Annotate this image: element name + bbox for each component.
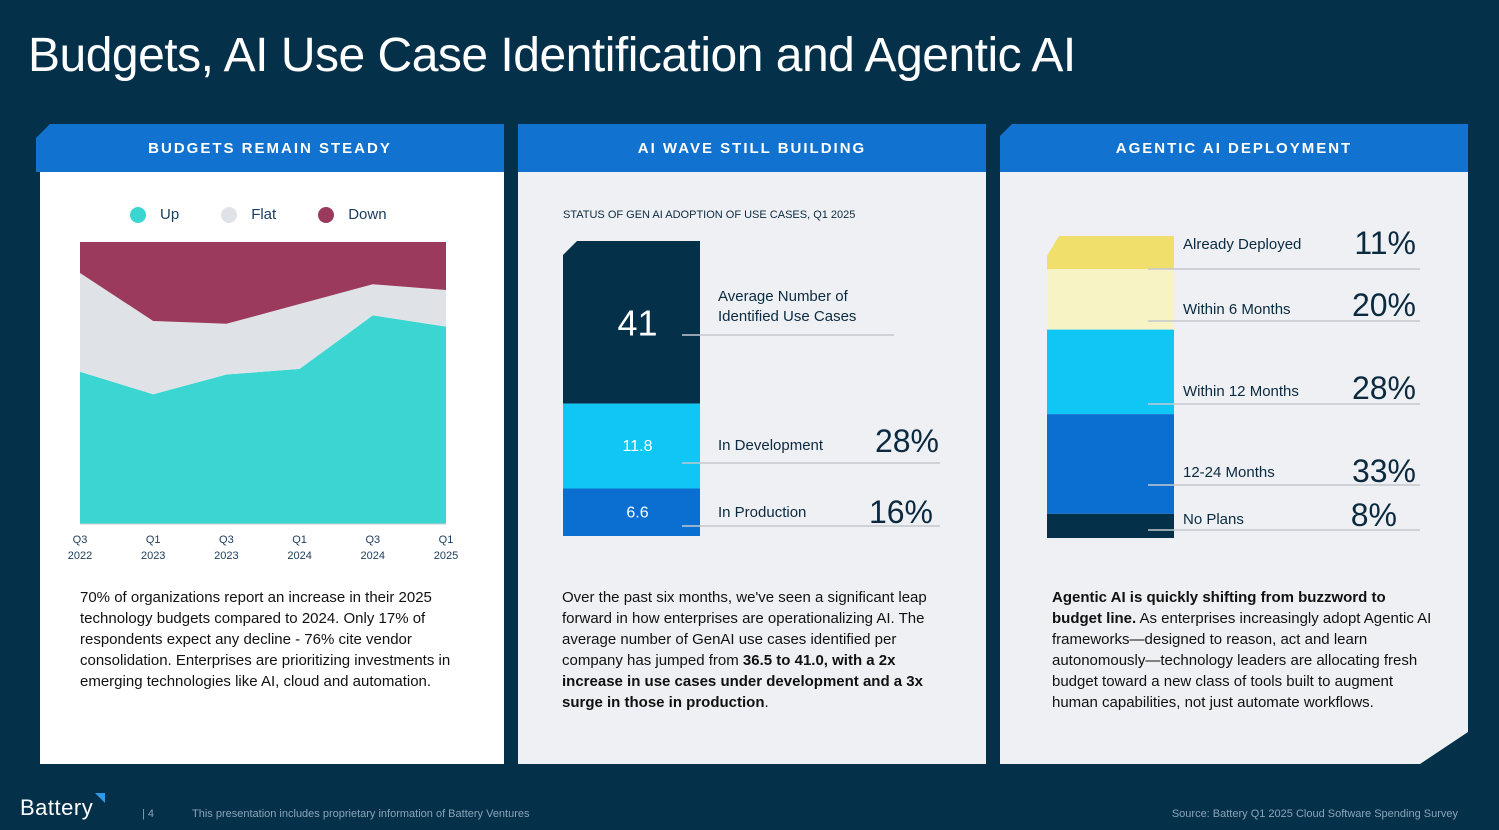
agentic-segment-12-24-months	[1047, 414, 1174, 514]
x-tick-label: Q1	[292, 534, 307, 546]
agentic-text-bold: Agentic AI is quickly shifting from buzz…	[1052, 589, 1386, 627]
legend-dot-flat	[221, 206, 238, 223]
x-tick-label: Q1	[439, 534, 454, 546]
legend-item-up: Up	[130, 206, 179, 223]
budgets-panel-header: BUDGETS REMAIN STEADY	[36, 124, 504, 172]
legend-label-up: Up	[160, 206, 180, 223]
agentic-segment-within-6-months	[1047, 269, 1174, 330]
legend-label-down: Down	[348, 206, 387, 223]
bar-segment-production	[563, 488, 700, 536]
legend-item-down: Down	[318, 206, 387, 223]
page-title: Budgets, AI Use Case Identification and …	[28, 29, 1076, 82]
area-series-flat	[80, 273, 446, 395]
agentic-stacked-bar: Already Deployed 11% Within 6 Months 20% Wit…	[1047, 228, 1420, 538]
agentic-segment-within-12-months	[1047, 329, 1174, 415]
x-tick-label: Q3	[73, 534, 88, 546]
x-tick-label: 2025	[434, 550, 458, 562]
ai-wave-description: Over the past six months, we've seen a s…	[562, 587, 952, 713]
segment-label: Average Number of	[718, 288, 849, 305]
segment-percent: 28%	[1352, 370, 1416, 406]
ai-wave-text-1: Over the past six months, we've seen a s…	[562, 589, 927, 669]
segment-percent: 11%	[1354, 228, 1416, 261]
x-tick-label: Q3	[365, 534, 380, 546]
bar-value-label: 41	[617, 302, 657, 343]
legend-dot-up	[130, 206, 146, 223]
agentic-segment-already-deployed	[1047, 236, 1174, 270]
use-case-stacked-bar: 41 11.8 6.6 Average Number of Identified Use…	[563, 241, 940, 536]
segment-percent: 16%	[869, 494, 933, 530]
legend-label-flat: Flat	[251, 206, 277, 223]
segment-label: In Production	[718, 504, 806, 521]
x-tick-label: 2023	[141, 550, 165, 562]
segment-percent: 8%	[1351, 497, 1397, 533]
ai-wave-text-2: .	[764, 694, 769, 711]
bar-segment-development	[563, 403, 700, 489]
budgets-description: 70% of organizations report an increase …	[80, 589, 451, 690]
segment-label: Identified Use Cases	[718, 308, 856, 325]
bar-segment-identified	[563, 241, 700, 404]
budgets-legend: Up Flat Down	[130, 206, 429, 223]
ai-wave-panel-header: AI WAVE STILL BUILDING	[518, 124, 986, 172]
battery-logo: Battery	[20, 793, 106, 821]
x-tick-label: 2022	[68, 550, 92, 562]
footer-source: Source: Battery Q1 2025 Cloud Software S…	[1171, 808, 1458, 820]
segment-label: Already Deployed	[1183, 236, 1301, 253]
segment-percent: 28%	[875, 423, 939, 459]
budgets-area-chart: Q3 2022 Q1 2023 Q3 2023 Q1 2024 Q3 2024 Q1 2025	[68, 242, 458, 562]
agentic-text-plain: As enterprises increasingly adopt Agenti…	[1052, 610, 1432, 711]
bar-value-label: 6.6	[626, 504, 648, 521]
segment-percent: 20%	[1352, 287, 1416, 323]
x-tick-label: 2024	[287, 550, 311, 562]
bar-value-label: 11.8	[623, 438, 653, 455]
segment-label: 12-24 Months	[1183, 464, 1275, 481]
gen-ai-chart-subtitle: STATUS OF GEN AI ADOPTION OF USE CASES, …	[563, 209, 856, 221]
agentic-segment-no-plans	[1047, 513, 1174, 538]
agentic-panel-header: AGENTIC AI DEPLOYMENT	[1000, 124, 1468, 172]
ai-wave-text-bold: 36.5 to 41.0, with a 2x increase in use …	[562, 652, 923, 711]
segment-label: Within 6 Months	[1183, 301, 1291, 318]
x-tick-label: Q3	[219, 534, 234, 546]
logo-mark-icon	[95, 793, 106, 803]
area-series-up	[80, 315, 446, 524]
segment-label: Within 12 Months	[1183, 383, 1299, 400]
x-tick-label: 2024	[361, 550, 385, 562]
segment-label: In Development	[718, 437, 824, 454]
area-series-down	[80, 242, 446, 324]
legend-item-flat: Flat	[221, 206, 276, 223]
x-tick-label: Q1	[146, 534, 161, 546]
footer-disclaimer: This presentation includes proprietary i…	[192, 808, 530, 820]
page-number: | 4	[142, 808, 155, 820]
logo-text: Battery	[20, 795, 94, 820]
segment-percent: 33%	[1352, 453, 1416, 489]
agentic-description: Agentic AI is quickly shifting from buzz…	[1052, 587, 1432, 713]
segment-label: No Plans	[1183, 511, 1244, 528]
x-tick-label: 2023	[214, 550, 238, 562]
legend-dot-down	[318, 206, 335, 223]
